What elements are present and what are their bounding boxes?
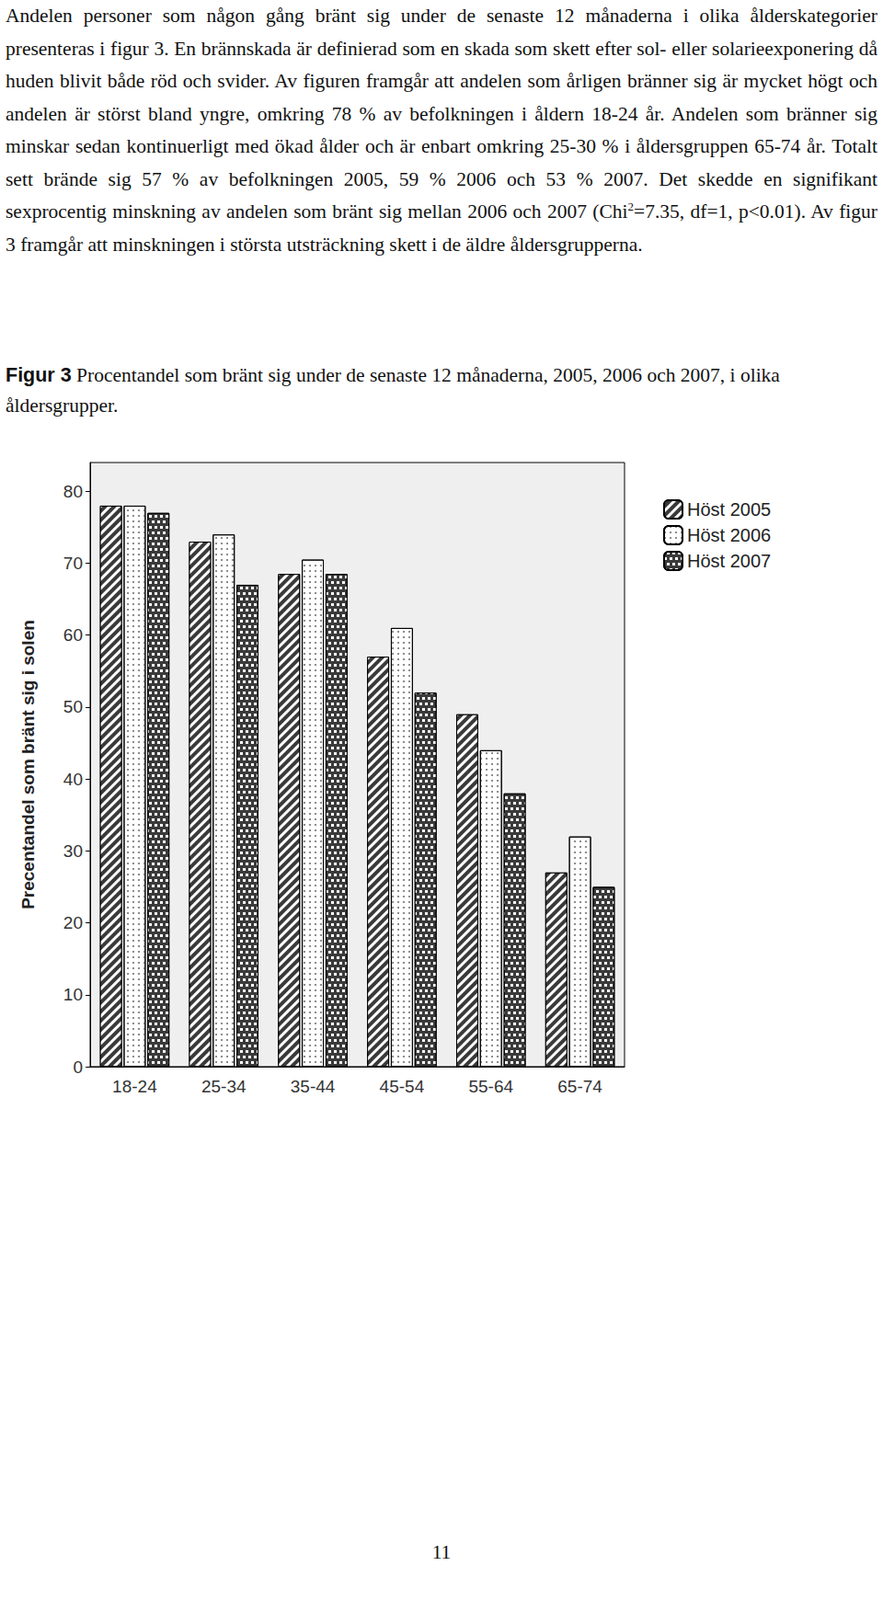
svg-text:55-64: 55-64 <box>468 1077 514 1097</box>
svg-text:60: 60 <box>63 625 83 645</box>
svg-text:18-24: 18-24 <box>112 1077 158 1097</box>
svg-text:30: 30 <box>63 841 83 861</box>
svg-text:Höst 2006: Höst 2006 <box>687 525 771 546</box>
svg-text:80: 80 <box>63 481 83 502</box>
svg-text:40: 40 <box>63 769 83 790</box>
html-text:11: 11 <box>431 1541 451 1564</box>
html-text:Figur 3 Procentandel som bränt: Figur 3 Procentandel som bränt sig under… <box>5 364 780 417</box>
svg-text:45-54: 45-54 <box>379 1077 425 1097</box>
svg-text:Precentandel som bränt sig i s: Precentandel som bränt sig i solen <box>18 619 38 910</box>
svg-text:Höst 2007: Höst 2007 <box>687 550 771 572</box>
svg-text:0: 0 <box>72 1057 83 1078</box>
svg-text:20: 20 <box>63 913 83 933</box>
svg-text:35-44: 35-44 <box>290 1077 336 1097</box>
svg-text:65-74: 65-74 <box>557 1077 603 1097</box>
svg-text:Höst 2005: Höst 2005 <box>687 499 771 520</box>
svg-text:10: 10 <box>63 985 83 1005</box>
html-text:Andelen personer som någon gån: Andelen personer som någon gång bränt si… <box>5 4 878 256</box>
svg-text:25-34: 25-34 <box>201 1077 247 1097</box>
svg-text:50: 50 <box>63 697 83 717</box>
svg-text:70: 70 <box>63 553 83 574</box>
